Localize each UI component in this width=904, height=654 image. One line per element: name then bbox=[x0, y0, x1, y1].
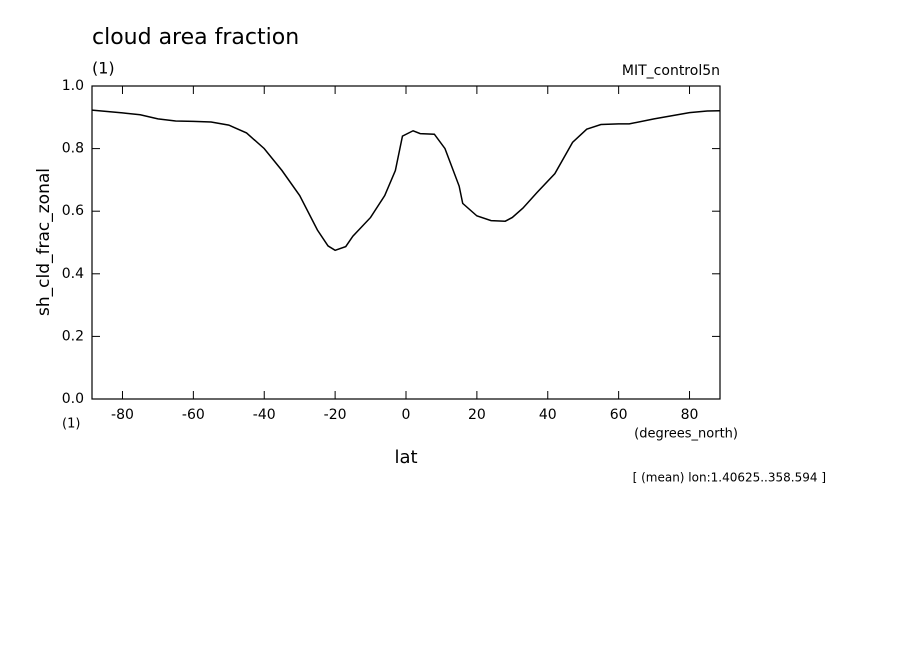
plot-frame bbox=[91, 85, 721, 400]
y-tick-label: 0.8 bbox=[62, 141, 84, 157]
y-tick-label: 0.2 bbox=[62, 328, 84, 344]
y-units: (1) bbox=[62, 417, 80, 432]
x-tick-label: 40 bbox=[539, 407, 557, 423]
x-units: (degrees_north) bbox=[634, 427, 738, 442]
subtitle: (1) bbox=[92, 59, 115, 78]
x-tick-label: 0 bbox=[402, 407, 411, 423]
y-tick-label: 0.0 bbox=[62, 391, 84, 407]
x-tick-label: -40 bbox=[253, 407, 276, 423]
chart-title: cloud area fraction bbox=[92, 25, 299, 50]
x-tick-label: -60 bbox=[182, 407, 205, 423]
x-axis-label: lat bbox=[394, 447, 417, 468]
x-tick-label: -20 bbox=[324, 407, 347, 423]
x-tick-label: 20 bbox=[468, 407, 486, 423]
y-axis-label: sh_cld_frac_zonal bbox=[34, 168, 54, 316]
x-tick-label: -80 bbox=[111, 407, 134, 423]
dataset-label: MIT_control5n bbox=[622, 63, 720, 79]
y-tick-label: 1.0 bbox=[62, 78, 84, 94]
data-line bbox=[91, 109, 721, 252]
annotation: [ (mean) lon:1.40625..358.594 ] bbox=[633, 471, 826, 485]
x-tick-label: 60 bbox=[610, 407, 628, 423]
y-tick-label: 0.6 bbox=[62, 203, 84, 219]
x-tick-label: 80 bbox=[681, 407, 699, 423]
y-tick-label: 0.4 bbox=[62, 266, 84, 282]
